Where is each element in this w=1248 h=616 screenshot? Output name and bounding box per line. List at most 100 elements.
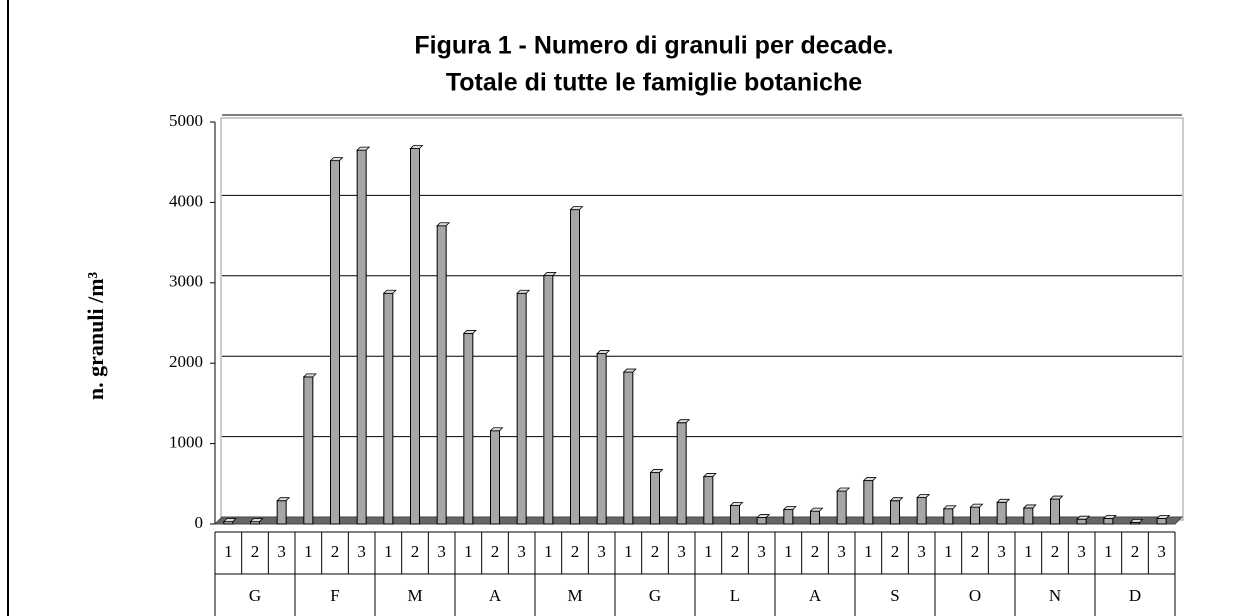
x-tick-label: 2: [331, 542, 340, 561]
x-tick-label: 2: [891, 542, 900, 561]
bar-top: [276, 497, 291, 502]
bar-top: [862, 477, 877, 481]
bar: [356, 149, 367, 525]
bar: [463, 332, 474, 525]
x-tick-label: 3: [1077, 542, 1086, 561]
x-group-label: M: [567, 586, 582, 605]
bar: [1050, 498, 1060, 525]
x-tick-label: 2: [571, 542, 580, 561]
x-group-label: F: [330, 586, 339, 605]
bar: [756, 517, 767, 525]
x-tick-label: 3: [437, 542, 446, 561]
bar: [783, 509, 794, 525]
bar-top: [836, 487, 851, 492]
y-tick-label: 3000: [169, 272, 203, 291]
chart-title: Totale di tutte le famiglie botaniche: [446, 69, 862, 97]
bar-top: [1102, 514, 1117, 519]
bar: [1076, 518, 1087, 525]
bar: [1103, 517, 1114, 525]
bar-top: [382, 289, 397, 294]
bar: [916, 496, 927, 525]
y-tick-label: 0: [195, 513, 204, 532]
bar-top: [249, 518, 264, 522]
bar: [330, 160, 340, 525]
bar-top: [1129, 518, 1144, 523]
x-tick-label: 1: [384, 542, 393, 561]
bar-top: [676, 419, 691, 424]
x-tick-label: 3: [1157, 542, 1166, 561]
bar: [410, 148, 420, 525]
bar: [996, 501, 1007, 525]
bar: [490, 430, 500, 525]
bar: [650, 472, 660, 525]
x-tick-label: 2: [811, 542, 820, 561]
x-tick-label: 3: [357, 542, 366, 561]
x-tick-label: 1: [544, 542, 553, 561]
y-tick-label: 1000: [169, 433, 203, 452]
bar-top: [969, 503, 984, 508]
x-tick-label: 3: [997, 542, 1006, 561]
x-group-label: G: [649, 586, 661, 605]
y-tick-label: 2000: [169, 352, 203, 371]
bar: [676, 422, 687, 525]
bar: [863, 480, 874, 525]
x-tick-label: 2: [251, 542, 260, 561]
x-tick-label: 2: [971, 542, 980, 561]
bar-top: [702, 473, 717, 477]
bar: [543, 275, 554, 525]
x-tick-label: 2: [731, 542, 740, 561]
bar: [303, 376, 314, 525]
x-tick-label: 1: [944, 542, 953, 561]
x-group-label: O: [969, 586, 981, 605]
floor: [213, 516, 1184, 525]
bar-top: [436, 222, 451, 227]
x-tick-label: 1: [1104, 542, 1113, 561]
bar: [943, 508, 954, 525]
x-group-label: G: [249, 586, 261, 605]
x-tick-label: 1: [864, 542, 873, 561]
x-tick-label: 2: [1131, 542, 1140, 561]
bar: [383, 292, 394, 525]
bar: [703, 476, 714, 525]
bar-top: [302, 373, 317, 378]
x-tick-label: 1: [704, 542, 713, 561]
bar: [810, 510, 820, 525]
x-tick-label: 3: [677, 542, 686, 561]
bar-top: [1076, 515, 1091, 520]
bar-top: [516, 289, 531, 294]
bar-top: [1049, 495, 1064, 500]
bar-top: [756, 514, 771, 518]
x-tick-label: 3: [757, 542, 766, 561]
bar: [596, 353, 607, 525]
x-tick-label: 2: [491, 542, 500, 561]
x-group-label: D: [1129, 586, 1141, 605]
y-axis-label: n. granuli /m³: [83, 271, 108, 400]
bar-top: [649, 469, 664, 473]
bar: [1023, 507, 1034, 525]
x-group-label: N: [1049, 586, 1061, 605]
chart-title: Figura 1 - Numero di granuli per decade.: [414, 32, 893, 60]
bar-top: [942, 505, 957, 510]
x-group-label: L: [730, 586, 740, 605]
x-tick-label: 3: [517, 542, 526, 561]
x-tick-label: 2: [651, 542, 660, 561]
bar-top: [409, 145, 424, 149]
bar-top: [809, 507, 824, 512]
bar-top: [729, 502, 744, 506]
bar: [436, 225, 447, 525]
x-tick-label: 1: [304, 542, 313, 561]
x-tick-label: 3: [597, 542, 606, 561]
bar: [516, 292, 527, 525]
x-group-label: A: [489, 586, 502, 605]
bar: [623, 371, 634, 525]
bar-top: [622, 368, 637, 373]
bar-top: [462, 330, 477, 334]
x-tick-label: 1: [464, 542, 473, 561]
bar-top: [489, 427, 504, 432]
bar: [276, 500, 287, 525]
bar-top: [596, 350, 611, 354]
x-tick-label: 1: [1024, 542, 1033, 561]
x-group-label: S: [890, 586, 899, 605]
x-tick-label: 3: [277, 542, 286, 561]
